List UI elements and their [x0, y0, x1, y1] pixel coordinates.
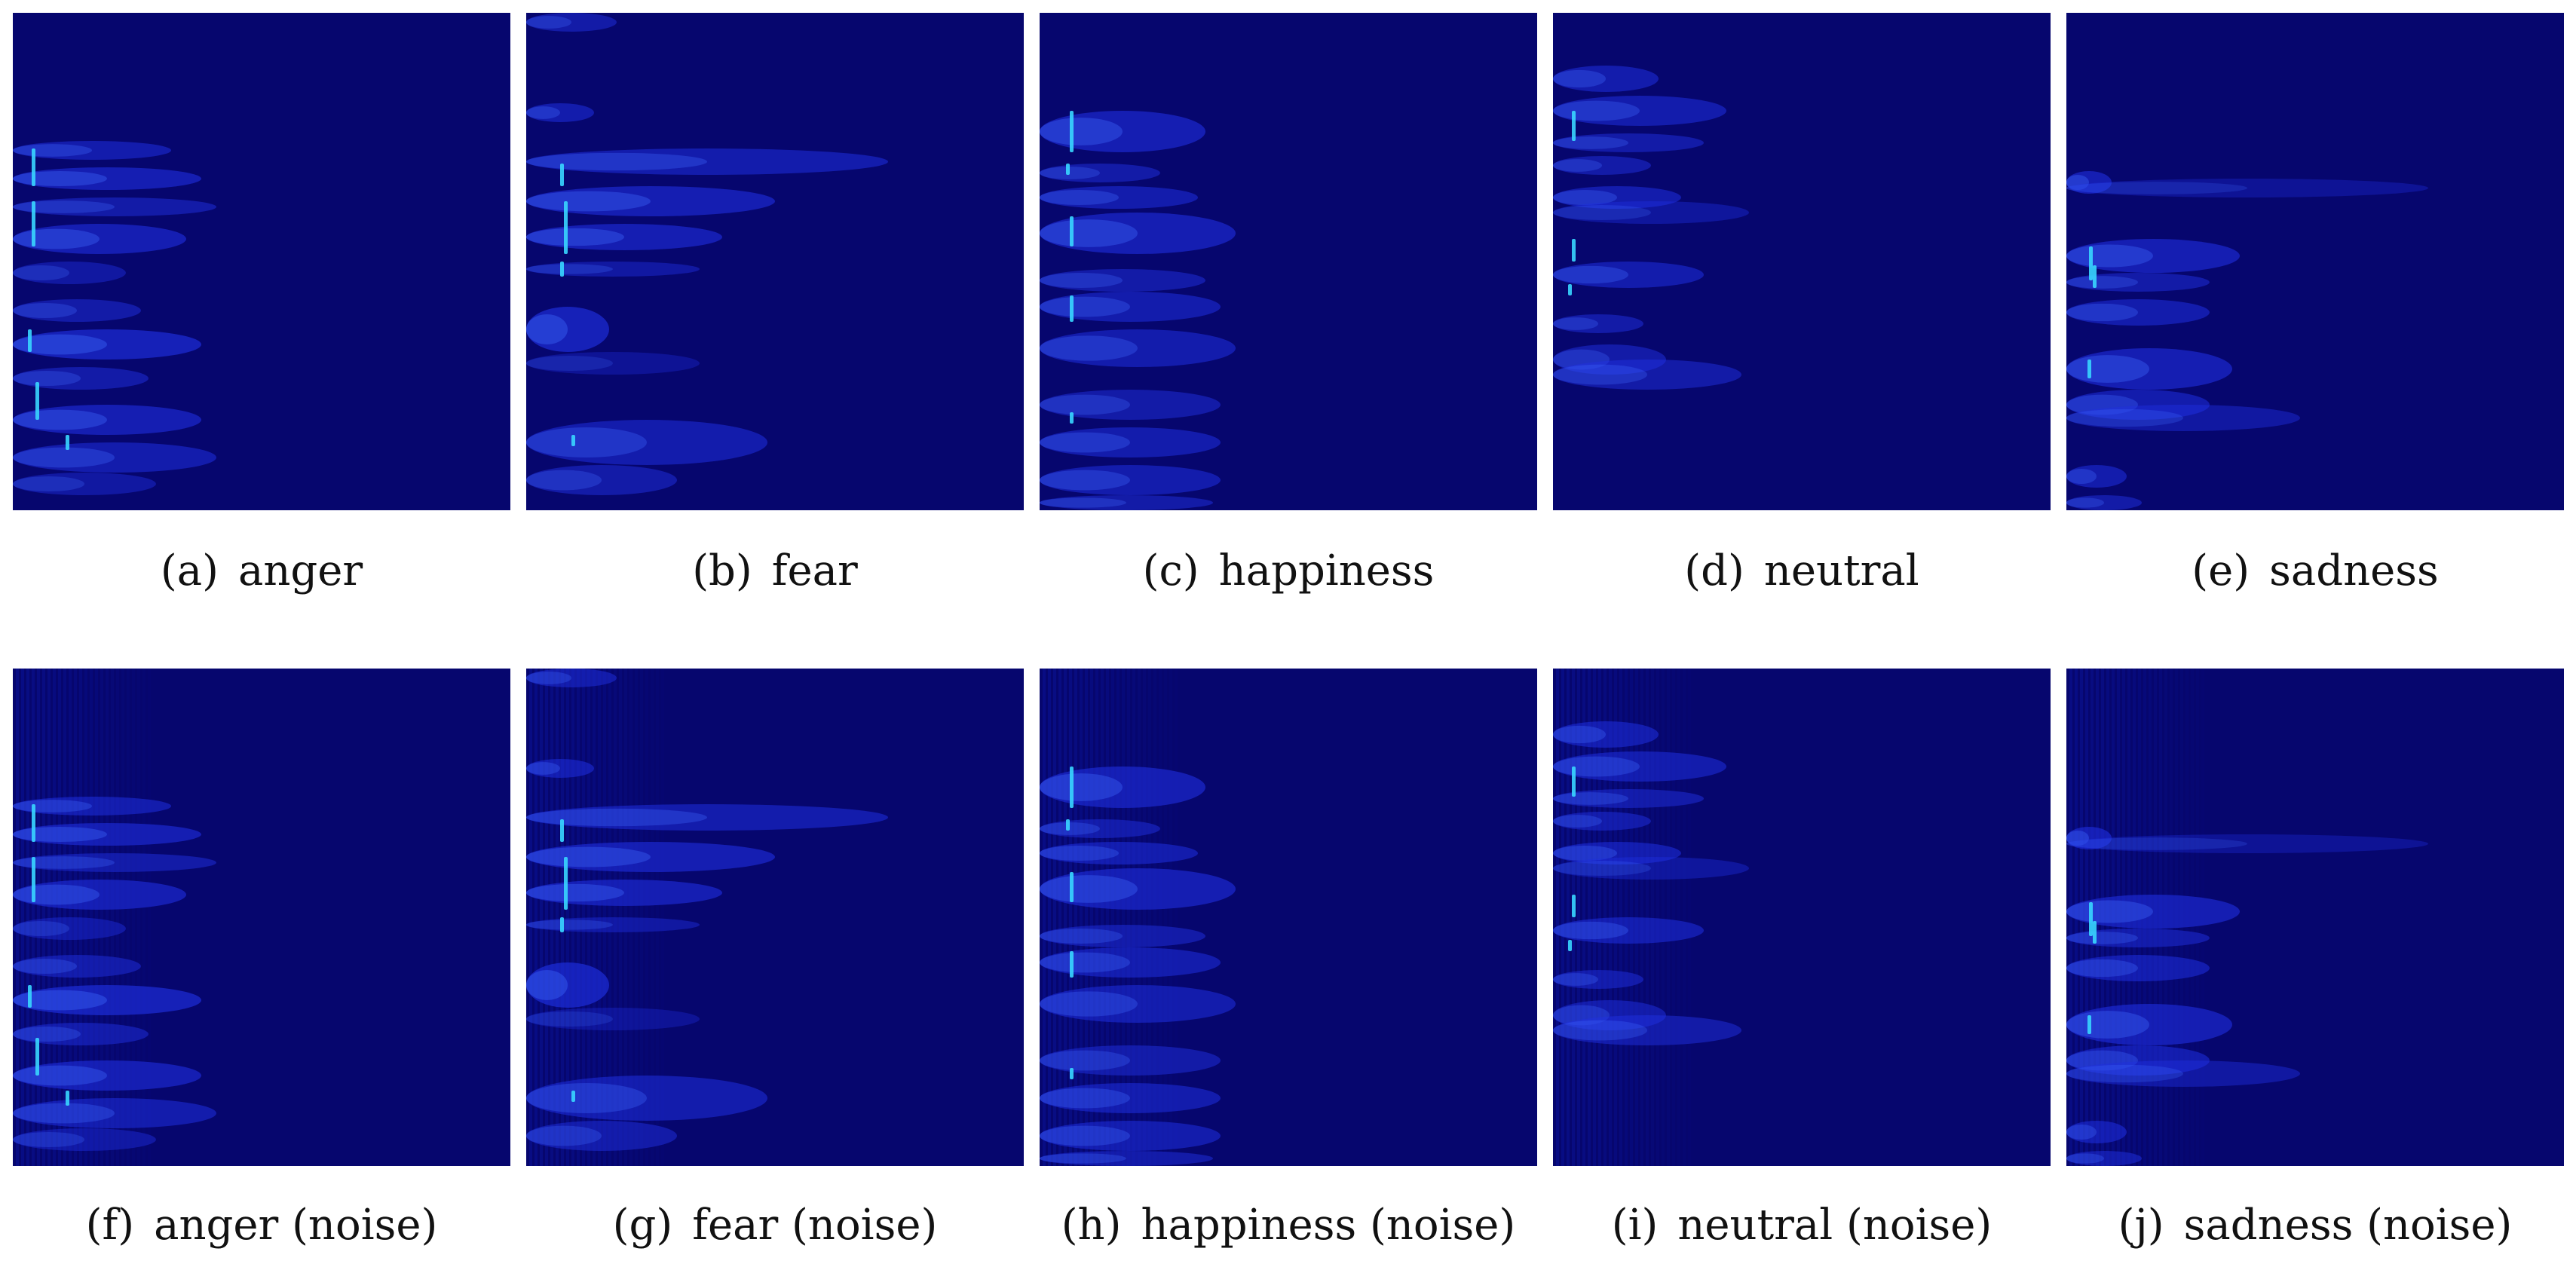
spectrogram-image [526, 13, 1024, 510]
caption-e: (e) sadness [2059, 550, 2571, 592]
caption-tag: (c) [1142, 546, 1199, 595]
spectrogram-panel-j [2066, 669, 2564, 1166]
spectrogram-image [1553, 669, 2051, 1166]
spectrogram-panel-a [13, 13, 510, 510]
caption-tag: (e) [2192, 546, 2250, 595]
caption-tag: (h) [1061, 1201, 1122, 1250]
caption-label: fear [771, 546, 858, 595]
caption-tag: (a) [160, 546, 219, 595]
caption-tag: (g) [612, 1201, 673, 1250]
caption-label: neutral (noise) [1677, 1201, 1992, 1250]
caption-tag: (d) [1684, 546, 1744, 595]
caption-j: (j) sadness (noise) [2059, 1204, 2571, 1247]
caption-g: (g) fear (noise) [519, 1204, 1031, 1247]
spectrogram-image [13, 669, 510, 1166]
caption-label: anger (noise) [154, 1201, 438, 1250]
caption-i: (i) neutral (noise) [1545, 1204, 2058, 1247]
caption-b: (b) fear [519, 550, 1031, 592]
spectrogram-image [1553, 13, 2051, 510]
caption-label: anger [237, 546, 363, 595]
spectrogram-panel-g [526, 669, 1024, 1166]
caption-tag: (f) [85, 1201, 135, 1250]
spectrogram-panel-d [1553, 13, 2051, 510]
caption-label: happiness (noise) [1141, 1201, 1516, 1250]
spectrogram-panel-e [2066, 13, 2564, 510]
spectrogram-image [1040, 13, 1537, 510]
caption-label: sadness (noise) [2183, 1201, 2513, 1250]
spectrogram-panel-c [1040, 13, 1537, 510]
caption-label: fear (noise) [692, 1201, 938, 1250]
spectrogram-panel-i [1553, 669, 2051, 1166]
caption-label: neutral [1763, 546, 1919, 595]
caption-h: (h) happiness (noise) [1032, 1204, 1545, 1247]
caption-label: happiness [1218, 546, 1435, 595]
spectrogram-image [2066, 13, 2564, 510]
caption-tag: (i) [1611, 1201, 1659, 1250]
spectrogram-panel-f [13, 669, 510, 1166]
caption-tag: (b) [692, 546, 752, 595]
spectrogram-image [2066, 669, 2564, 1166]
caption-d: (d) neutral [1545, 550, 2058, 592]
spectrogram-image [526, 669, 1024, 1166]
caption-c: (c) happiness [1032, 550, 1545, 592]
spectrogram-panel-h [1040, 669, 1537, 1166]
spectrogram-panel-b [526, 13, 1024, 510]
caption-tag: (j) [2118, 1201, 2164, 1250]
caption-a: (a) anger [5, 550, 518, 592]
caption-f: (f) anger (noise) [5, 1204, 518, 1247]
spectrogram-image [1040, 669, 1537, 1166]
spectrogram-image [13, 13, 510, 510]
caption-label: sadness [2269, 546, 2439, 595]
